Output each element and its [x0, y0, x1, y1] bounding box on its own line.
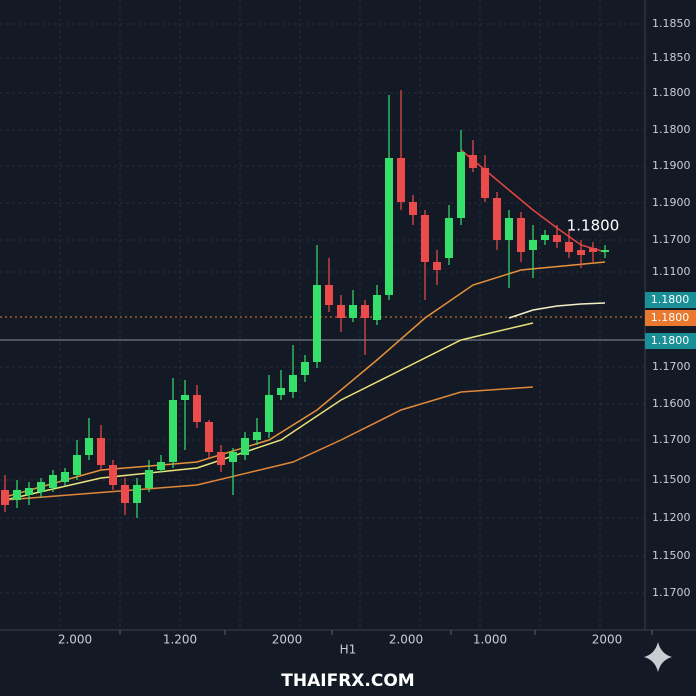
- moving-average: [508, 302, 606, 319]
- y-tick-label: 1.1900: [652, 196, 691, 209]
- candle-body: [241, 438, 249, 455]
- candle-body: [565, 242, 573, 252]
- y-tick-label: 1.1500: [652, 549, 691, 562]
- x-tick-label: 2000: [272, 633, 303, 647]
- candle-body: [13, 490, 21, 500]
- candle-body: [121, 485, 129, 503]
- candle-body: [109, 465, 117, 485]
- logo-icon: [644, 642, 672, 672]
- candle-body: [265, 395, 273, 432]
- candle-body: [445, 218, 453, 258]
- candle-body: [1, 490, 9, 505]
- candle-body: [277, 388, 285, 395]
- price-badge-label: 1.1800: [651, 311, 690, 324]
- candle-body: [145, 470, 153, 488]
- price-badge-label: 1.1800: [651, 293, 690, 306]
- candle-body: [529, 240, 537, 250]
- candle-body: [421, 215, 429, 262]
- price-badge: [645, 310, 696, 326]
- x-tick-label: 1.200: [163, 633, 197, 647]
- x-tick-label: 2.000: [389, 633, 423, 647]
- x-tick-label: 2.000: [58, 633, 92, 647]
- candle-body: [301, 362, 309, 375]
- y-tick-label: 1.1700: [652, 586, 691, 599]
- y-tick-label: 1.1100: [652, 265, 691, 278]
- candle-body: [169, 400, 177, 462]
- candle-body: [313, 285, 321, 362]
- candle-body: [373, 295, 381, 320]
- price-badge: [645, 333, 696, 349]
- candle-body: [289, 375, 297, 392]
- y-tick-label: 1.1500: [652, 473, 691, 486]
- candle-body: [493, 198, 501, 240]
- y-tick-label: 1.1200: [652, 511, 691, 524]
- y-tick-label: 1.1600: [652, 397, 691, 410]
- candle-body: [217, 452, 225, 465]
- candle-body: [253, 432, 261, 440]
- candle-body: [409, 202, 417, 215]
- candle-body: [73, 455, 81, 475]
- candle-body: [25, 488, 33, 495]
- candle-body: [541, 235, 549, 240]
- price-badge: [645, 292, 696, 308]
- candle-body: [481, 168, 489, 198]
- candle-body: [157, 462, 165, 470]
- x-tick-label: 1.000: [473, 633, 507, 647]
- timeframe: H1: [340, 643, 357, 657]
- candle-body: [469, 155, 477, 168]
- grid: [0, 0, 645, 630]
- candle-body: [337, 305, 345, 318]
- watermark: THAIFRX.COM: [281, 671, 414, 691]
- y-tick-label: 1.1850: [652, 17, 691, 30]
- candle-body: [397, 158, 405, 202]
- candle-body: [97, 438, 105, 465]
- price-badge-label: 1.1800: [651, 334, 690, 347]
- candle-body: [61, 472, 69, 482]
- candle-body: [205, 422, 213, 452]
- candle-body: [349, 305, 357, 318]
- candle-body: [601, 250, 609, 252]
- candle-body: [505, 218, 513, 240]
- y-tick-label: 1.1800: [652, 123, 691, 136]
- candle-body: [229, 452, 237, 462]
- y-tick-label: 1.1700: [652, 360, 691, 373]
- candle-body: [361, 305, 369, 318]
- candle-body: [385, 158, 393, 295]
- candle-body: [325, 285, 333, 305]
- candle-body: [49, 475, 57, 488]
- last-price-label: 1.1800: [567, 217, 620, 235]
- y-tick-label: 1.1800: [652, 86, 691, 99]
- candle-body: [517, 218, 525, 252]
- candle-body: [37, 482, 45, 492]
- y-tick-label: 1.1700: [652, 233, 691, 246]
- candle-body: [193, 395, 201, 422]
- candle-body: [85, 438, 93, 455]
- candle-body: [553, 235, 561, 242]
- candle-body: [589, 248, 597, 252]
- moving-average: [4, 386, 534, 501]
- plot: [1, 90, 609, 518]
- candle-body: [133, 485, 141, 503]
- x-tick-label: 2000: [592, 633, 623, 647]
- candle-body: [181, 395, 189, 400]
- y-tick-label: 1.1700: [652, 433, 691, 446]
- candle-body: [433, 262, 441, 270]
- candle-body: [577, 250, 585, 255]
- y-tick-label: 1.1900: [652, 159, 691, 172]
- y-tick-label: 1.1850: [652, 51, 691, 64]
- candle-body: [457, 152, 465, 218]
